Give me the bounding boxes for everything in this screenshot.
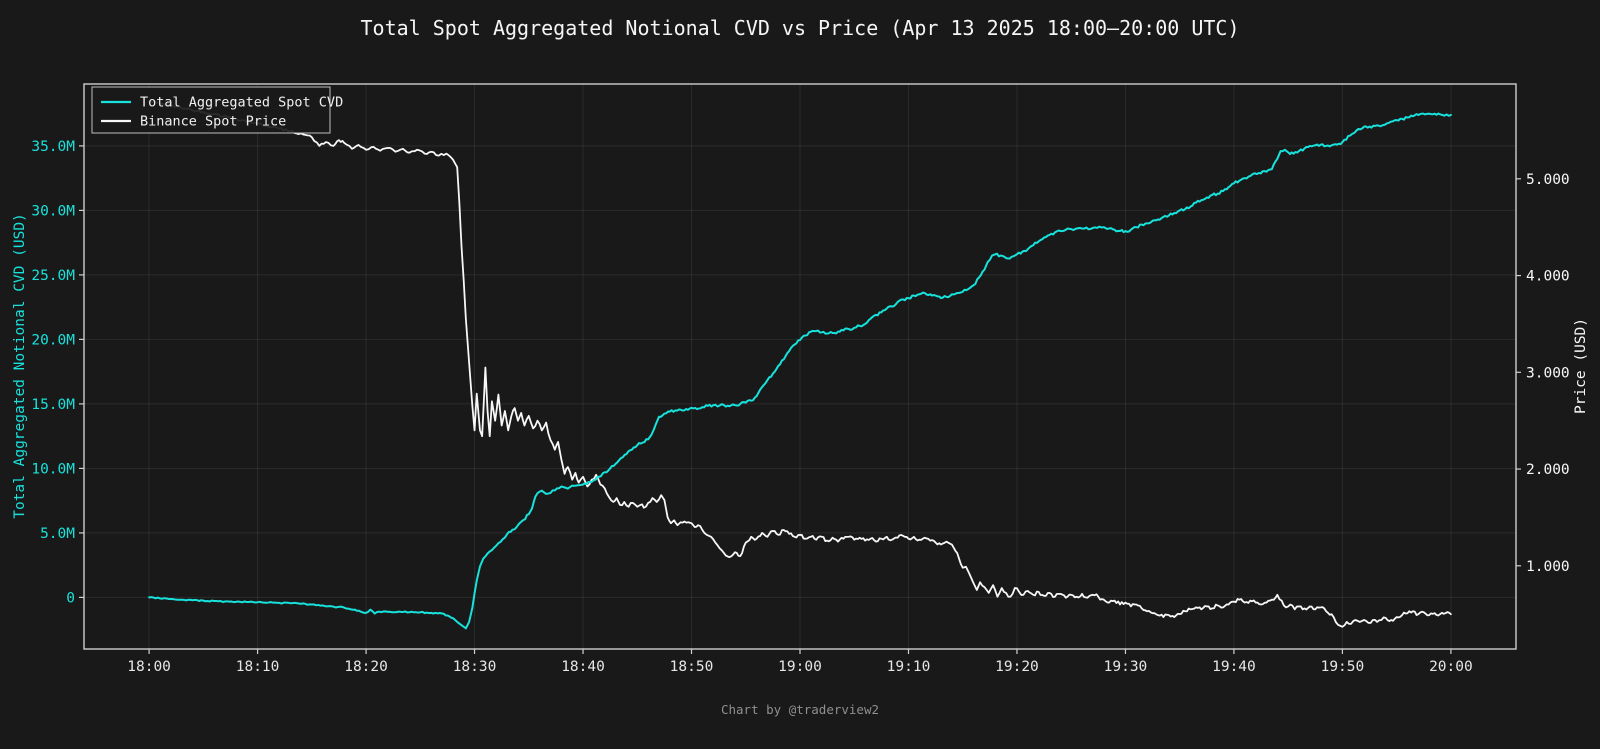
x-tick-label: 18:50 xyxy=(670,659,714,675)
x-tick-label: 18:20 xyxy=(344,659,388,675)
x-tick-label: 19:40 xyxy=(1212,659,1256,675)
left-tick-label: 30.0M xyxy=(31,203,75,219)
x-tick-label: 18:10 xyxy=(236,659,280,675)
price-line xyxy=(148,100,1452,628)
x-tick-label: 18:30 xyxy=(453,659,497,675)
x-tick-label: 19:20 xyxy=(995,659,1039,675)
x-tick-label: 19:00 xyxy=(778,659,822,675)
series-lines xyxy=(148,100,1452,630)
left-tick-label: 20.0M xyxy=(31,332,75,348)
right-tick-label: 3.000 xyxy=(1526,365,1570,381)
left-tick-label: 35.0M xyxy=(31,139,75,155)
left-axis-title: Total Aggregated Notional CVD (USD) xyxy=(12,213,28,519)
right-axis-title: Price (USD) xyxy=(1573,318,1589,414)
right-tick-label: 2.000 xyxy=(1526,462,1570,478)
x-tick-label: 19:50 xyxy=(1321,659,1365,675)
left-tick-label: 10.0M xyxy=(31,461,75,477)
legend-label: Binance Spot Price xyxy=(140,114,286,130)
grid-lines xyxy=(84,84,1516,649)
right-tick-label: 1.000 xyxy=(1526,559,1570,575)
left-tick-label: 15.0M xyxy=(31,397,75,413)
left-tick-label: 5.0M xyxy=(40,526,75,542)
chart-credit: Chart by @traderview2 xyxy=(721,702,879,717)
x-tick-label: 19:10 xyxy=(887,659,931,675)
chart-title: Total Spot Aggregated Notional CVD vs Pr… xyxy=(361,16,1240,40)
x-tick-label: 18:40 xyxy=(561,659,605,675)
left-tick-label: 25.0M xyxy=(31,268,75,284)
legend-label: Total Aggregated Spot CVD xyxy=(140,95,343,111)
cvd-line xyxy=(148,112,1452,630)
x-tick-label: 19:30 xyxy=(1104,659,1148,675)
axis-ticks: 18:00 18:10 18:20 18:30 18:40 18:50 19:00 19:10… xyxy=(31,139,1569,675)
x-tick-label: 20:00 xyxy=(1429,659,1473,675)
x-tick-label: 18:00 xyxy=(127,659,171,675)
legend-box xyxy=(91,86,331,134)
legend[interactable]: Total Aggregated Spot CVD Binance Spot Pr… xyxy=(91,86,343,134)
right-tick-label: 4.000 xyxy=(1526,269,1570,285)
right-tick-label: 5.000 xyxy=(1526,172,1570,188)
left-tick-label: 0 xyxy=(66,590,75,606)
